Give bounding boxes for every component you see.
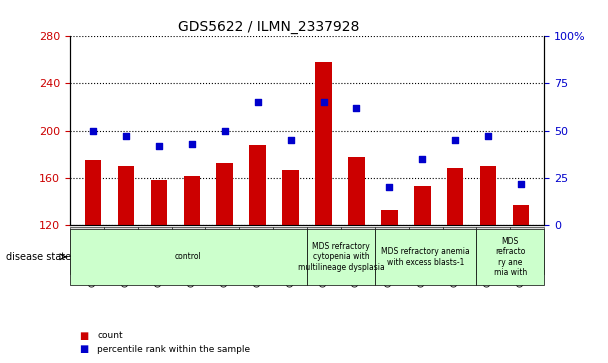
Point (351, 105, 361, 111)
Title: GDS5622 / ILMN_2337928: GDS5622 / ILMN_2337928 (178, 20, 360, 34)
Point (121, 134, 131, 139)
Bar (249, 145, 266, 225)
Bar (414, 186, 430, 225)
Bar (118, 166, 134, 225)
Bar (381, 210, 398, 225)
Text: ■: ■ (79, 344, 88, 354)
Bar (316, 62, 332, 225)
Point (154, 143, 164, 149)
Bar (216, 163, 233, 225)
Point (516, 181, 526, 187)
Point (483, 134, 493, 139)
Point (418, 156, 427, 162)
Bar (151, 180, 167, 225)
Text: disease state: disease state (6, 252, 71, 262)
Point (384, 184, 394, 190)
Bar (85, 160, 101, 225)
Point (253, 99, 263, 105)
Point (187, 141, 196, 147)
Text: MDS
refracto
ry ane
mia with: MDS refracto ry ane mia with (494, 237, 527, 277)
Text: ■: ■ (79, 331, 88, 341)
Bar (348, 156, 365, 225)
Bar (513, 205, 530, 225)
Point (319, 99, 328, 105)
Point (88, 128, 98, 134)
Text: control: control (175, 252, 202, 261)
Text: MDS refractory anemia
with excess blasts-1: MDS refractory anemia with excess blasts… (381, 247, 470, 266)
Bar (447, 168, 463, 225)
Text: count: count (97, 331, 123, 340)
Bar (480, 166, 496, 225)
Point (286, 137, 295, 143)
Point (220, 128, 230, 134)
Bar (282, 170, 299, 225)
Text: percentile rank within the sample: percentile rank within the sample (97, 345, 250, 354)
Point (451, 137, 460, 143)
Text: MDS refractory
cytopenia with
multilineage dysplasia: MDS refractory cytopenia with multilinea… (297, 242, 384, 272)
Bar (184, 175, 200, 225)
